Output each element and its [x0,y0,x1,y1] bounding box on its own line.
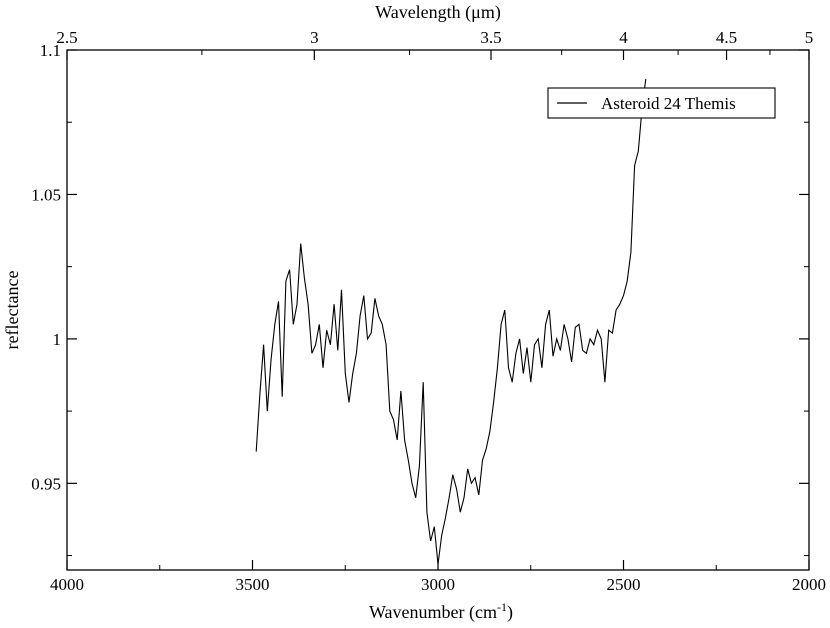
legend-label: Asteroid 24 Themis [601,94,736,113]
top-tick-label: 4.5 [716,28,737,47]
y-tick-label: 1 [53,330,62,349]
top-tick-label: 3 [310,28,319,47]
y-tick-label: 1.1 [40,41,61,60]
x-tick-label: 2500 [607,575,641,594]
x-tick-label: 3000 [421,575,455,594]
top-tick-label: 3.5 [480,28,501,47]
x-tick-label: 4000 [50,575,84,594]
tick-labels: 400035003000250020000.9511.051.122.533.5… [31,28,826,594]
x-tick-label: 3500 [236,575,270,594]
x-axis-title: Wavenumber (cm-1) [369,600,513,623]
series-line-asteroid-24-themis [255,78,647,565]
y-axis-title: reflectance [2,271,22,350]
plot-frame [66,49,810,571]
legend: Asteroid 24 Themis [547,87,776,119]
top-tick-label: 4 [619,28,628,47]
x-tick-label: 2000 [792,575,826,594]
top-axis-title: Wavelength (μm) [375,2,501,23]
top-tick-label: 5 [805,28,814,47]
tick-marks [66,49,810,570]
top-tick-label: 2.5 [56,28,77,47]
y-tick-label: 0.95 [31,474,61,493]
y-tick-label: 1.05 [31,185,61,204]
